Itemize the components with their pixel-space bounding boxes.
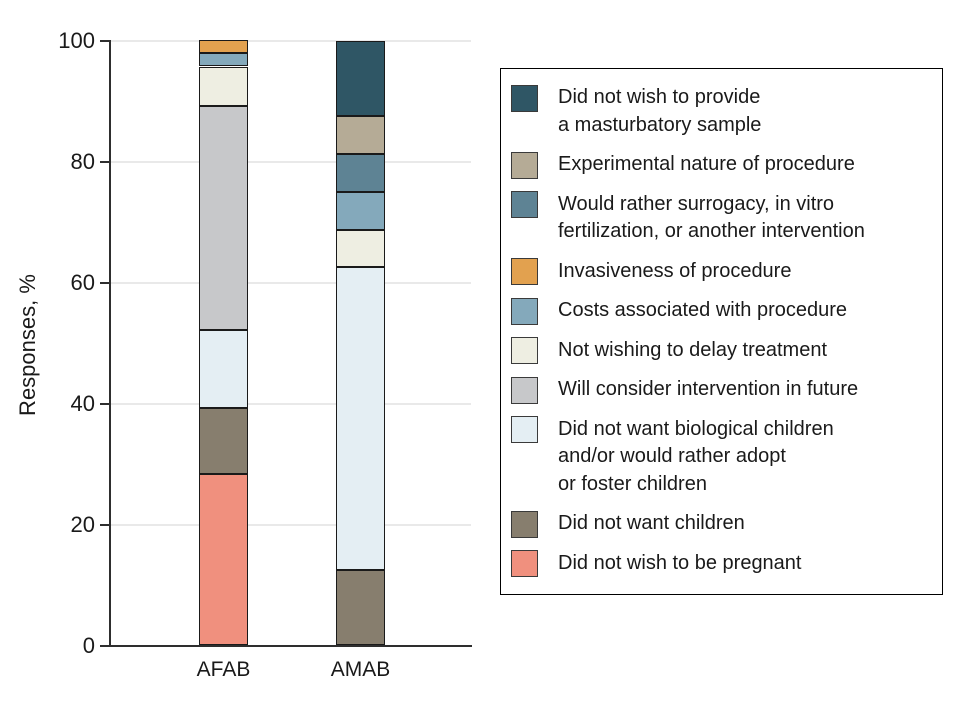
y-tick-20 xyxy=(100,523,110,526)
legend-swatch xyxy=(511,297,538,325)
y-tick-40 xyxy=(100,402,110,405)
gridline-60 xyxy=(111,281,471,284)
legend-item-label: Costs associated with procedure xyxy=(558,299,848,321)
bar-segment xyxy=(336,116,385,154)
bar-segment xyxy=(336,191,385,230)
x-axis-line xyxy=(109,645,472,647)
legend-item: Did not want children xyxy=(511,510,932,538)
x-category-label-AFAB: AFAB xyxy=(196,658,251,681)
legend-item-label: Will consider intervention in future xyxy=(558,378,859,400)
bar-segment xyxy=(199,329,248,409)
y-tick-100 xyxy=(100,39,110,42)
legend-item-label: Did not wish to be pregnant xyxy=(558,551,802,574)
bar-segment xyxy=(199,66,248,106)
legend-item-label: Did not wish to provide a masturbatory s… xyxy=(558,86,762,136)
y-tick-label-0: 0 xyxy=(82,632,95,658)
legend-swatch xyxy=(511,191,538,218)
legend-item: Would rather surrogacy, in vitro fertili… xyxy=(511,191,932,246)
legend-item-label: Invasiveness of procedure xyxy=(558,259,792,282)
gridline-20 xyxy=(111,523,471,526)
y-tick-80 xyxy=(100,160,110,163)
bar-segment xyxy=(199,474,248,646)
legend-item-label: Experimental nature of procedure xyxy=(558,153,855,175)
legend-swatch xyxy=(511,550,538,577)
legend-swatch xyxy=(511,337,538,364)
legend-item-label: Not wishing to delay treatment xyxy=(558,338,828,361)
gridline-80 xyxy=(111,160,471,163)
y-tick-60 xyxy=(100,281,110,284)
y-tick-label-80: 80 xyxy=(70,148,95,174)
legend-item: Invasiveness of procedure xyxy=(511,258,932,285)
y-tick-label-100: 100 xyxy=(58,27,95,53)
bar-segment xyxy=(336,569,385,646)
bar-segment xyxy=(199,53,248,67)
y-axis-line xyxy=(109,40,111,647)
legend-swatch xyxy=(511,416,538,443)
y-tick-label-20: 20 xyxy=(70,511,95,537)
legend-swatch xyxy=(511,376,538,404)
legend: Did not wish to provide a masturbatory s… xyxy=(500,68,943,595)
legend-item-label: Did not want biological children and/or … xyxy=(558,417,834,495)
bar-segment xyxy=(336,40,385,117)
x-category-label-AMAB: AMAB xyxy=(330,658,391,681)
y-tick-label-40: 40 xyxy=(70,390,95,416)
y-tick-0 xyxy=(100,644,110,647)
bar-segment xyxy=(336,267,385,570)
legend-item-label: Did not want children xyxy=(558,512,745,534)
bar-segment xyxy=(199,408,248,475)
bar-segment xyxy=(199,39,248,54)
y-tick-label-60: 60 xyxy=(70,269,95,295)
legend-item-label: Would rather surrogacy, in vitro fertili… xyxy=(558,192,865,243)
legend-item: Experimental nature of procedure xyxy=(511,151,932,179)
legend-item: Will consider intervention in future xyxy=(511,376,932,404)
bar-segment xyxy=(336,229,385,268)
bar-segment xyxy=(199,105,248,330)
legend-item: Did not want biological children and/or … xyxy=(511,416,932,499)
bar-segment xyxy=(336,153,385,192)
legend-item: Not wishing to delay treatment xyxy=(511,337,932,364)
legend-swatch xyxy=(511,151,538,179)
gridline-100 xyxy=(111,39,471,42)
legend-item: Did not wish to be pregnant xyxy=(511,550,932,577)
gridline-40 xyxy=(111,402,471,405)
legend-item: Did not wish to provide a masturbatory s… xyxy=(511,84,932,139)
legend-swatch xyxy=(511,258,538,285)
legend-swatch xyxy=(511,510,538,538)
legend-item: Costs associated with procedure xyxy=(511,297,932,325)
legend-swatch xyxy=(511,84,538,112)
